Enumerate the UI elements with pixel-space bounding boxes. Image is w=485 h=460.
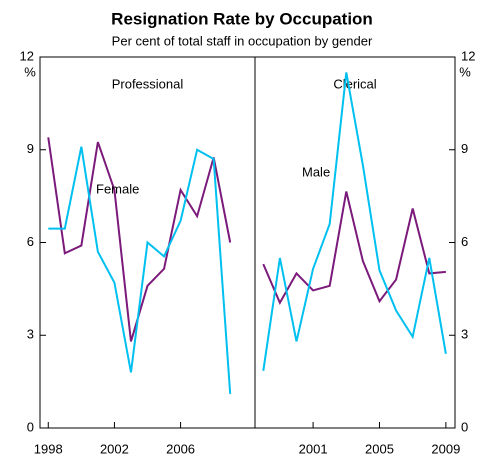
panel-title: Professional: [112, 76, 184, 91]
y-axis-label: %: [459, 64, 471, 79]
x-tick-label: 2002: [100, 441, 129, 456]
y-tick-label: 12: [20, 48, 34, 63]
chart-subtitle: Per cent of total staff in occupation by…: [112, 33, 373, 48]
y-tick-label: 6: [461, 234, 468, 249]
x-tick-label: 2005: [365, 441, 394, 456]
x-tick-label: 1998: [34, 441, 63, 456]
chart-title: Resignation Rate by Occupation: [111, 9, 373, 28]
series-label: Male: [302, 164, 330, 179]
y-tick-label: 0: [461, 419, 468, 434]
y-tick-label: 9: [461, 141, 468, 156]
y-tick-label: 0: [27, 419, 34, 434]
series-line: [262, 72, 447, 371]
y-tick-label: 12: [461, 48, 475, 63]
series-line: [262, 191, 446, 306]
series-label: Female: [96, 181, 139, 196]
y-tick-label: 9: [27, 141, 34, 156]
y-tick-label: 6: [27, 234, 34, 249]
x-tick-label: 2009: [431, 441, 460, 456]
panel-title: Clerical: [333, 76, 376, 91]
y-tick-label: 3: [27, 327, 34, 342]
series-line: [48, 146, 232, 395]
plot-frame: [39, 56, 456, 429]
x-tick-label: 2006: [166, 441, 195, 456]
x-tick-label: 2001: [299, 441, 328, 456]
y-axis-label: %: [24, 64, 36, 79]
y-tick-label: 3: [461, 327, 468, 342]
